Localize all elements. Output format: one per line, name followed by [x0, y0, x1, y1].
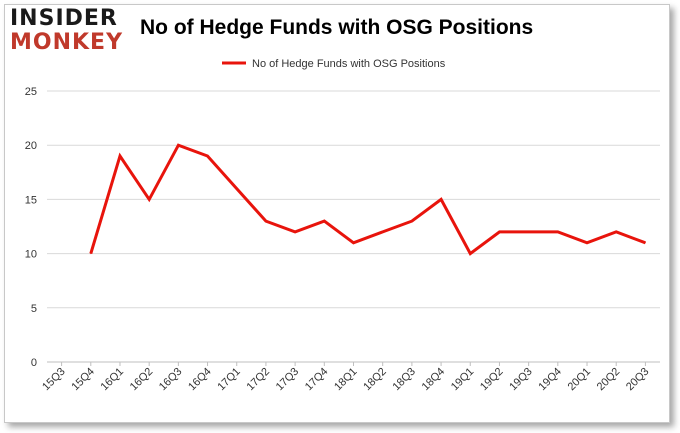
data-point	[586, 242, 588, 244]
chart-title: No of Hedge Funds with OSG Positions	[140, 16, 534, 39]
x-tick-label: 19Q2	[478, 366, 506, 394]
data-point	[294, 231, 296, 233]
data-point	[236, 188, 238, 190]
x-tick-label: 20Q2	[595, 366, 623, 394]
y-tick-label: 20	[25, 140, 37, 152]
data-point	[353, 242, 354, 244]
legend-label: No of Hedge Funds with OSG Positions	[252, 58, 446, 70]
data-point	[469, 253, 471, 255]
data-point	[207, 155, 209, 157]
data-point	[528, 231, 530, 233]
data-point	[177, 144, 179, 146]
data-point	[90, 253, 92, 255]
x-tick-label: 17Q1	[215, 366, 243, 394]
data-point	[382, 231, 384, 233]
data-point	[615, 231, 617, 233]
y-tick-label: 15	[25, 194, 37, 206]
x-tick-label: 18Q2	[361, 366, 389, 394]
data-point	[557, 231, 559, 233]
chart-frame	[4, 4, 670, 423]
series-line	[89, 143, 646, 256]
x-tick-label: 16Q2	[128, 366, 156, 394]
y-tick-label: 25	[25, 86, 37, 98]
x-tick-label: 16Q1	[99, 366, 127, 394]
data-point	[498, 231, 500, 233]
x-tick-label: 18Q1	[332, 366, 360, 394]
data-point	[644, 242, 646, 244]
x-tick-label: 20Q3	[624, 366, 652, 394]
y-tick-label: 0	[31, 357, 37, 369]
data-point	[265, 220, 267, 222]
x-tick-label: 19Q4	[536, 366, 564, 394]
x-tick-label: 16Q3	[157, 366, 185, 394]
data-point	[148, 198, 150, 200]
logo-bottom-text: MONKEY	[10, 30, 124, 55]
data-point	[323, 220, 325, 222]
y-tick-label: 5	[31, 303, 37, 315]
x-tick-label: 15Q4	[69, 366, 97, 394]
x-tick-label: 15Q3	[40, 366, 68, 394]
x-tick-label: 18Q3	[390, 366, 418, 394]
logo-top-text: INSIDER	[10, 6, 118, 31]
x-tick-label: 17Q4	[303, 366, 331, 394]
x-tick-label: 18Q4	[420, 366, 448, 394]
data-point	[119, 155, 121, 157]
x-tick-label: 19Q1	[449, 366, 477, 394]
x-tick-label: 16Q4	[186, 366, 214, 394]
x-tick-label: 20Q1	[566, 366, 594, 394]
y-tick-label: 10	[25, 249, 37, 261]
insider-monkey-logo: INSIDER MONKEY	[10, 8, 130, 60]
x-tick-label: 17Q2	[245, 366, 273, 394]
data-point	[440, 198, 442, 200]
x-tick-label: 19Q3	[507, 366, 535, 394]
x-tick-label: 17Q3	[274, 366, 302, 394]
data-point	[411, 220, 413, 222]
